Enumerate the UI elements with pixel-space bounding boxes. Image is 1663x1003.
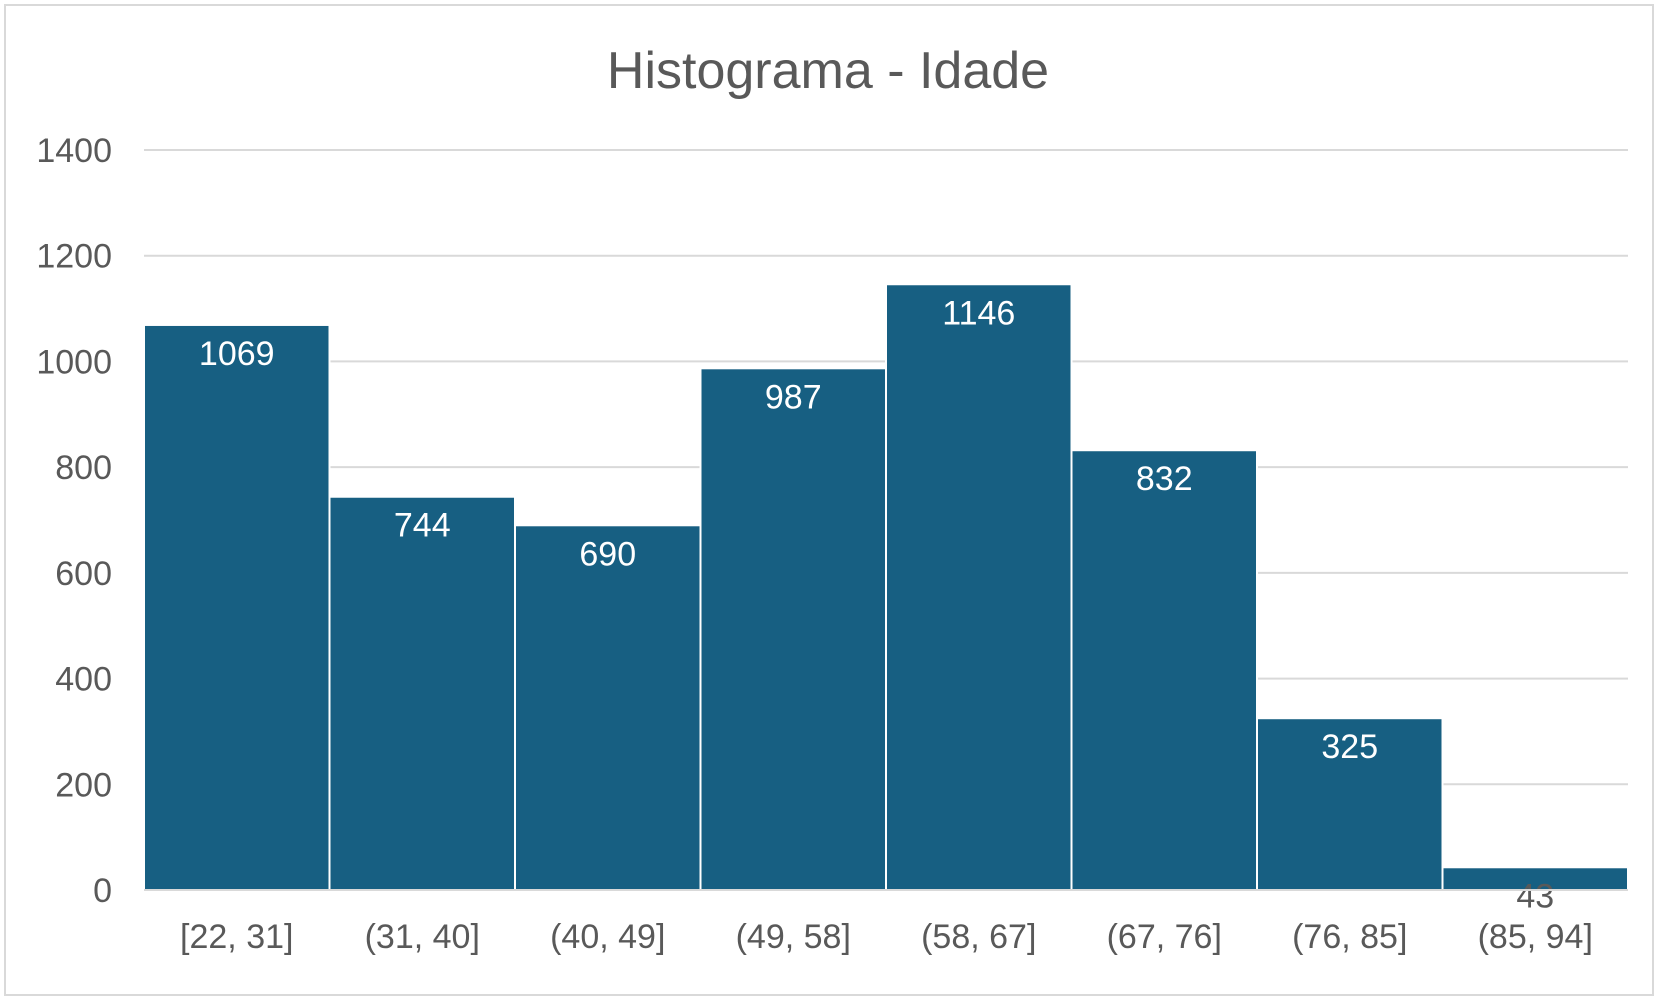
bar <box>699 367 887 891</box>
y-tick-label: 1400 <box>36 132 112 170</box>
data-label: 325 <box>1321 728 1378 766</box>
data-label: 1146 <box>942 294 1015 332</box>
x-tick-label: (40, 49] <box>550 918 665 956</box>
data-label: 1069 <box>199 335 275 373</box>
x-tick-label: (85, 94] <box>1478 918 1593 956</box>
bar <box>885 283 1073 891</box>
y-tick-label: 0 <box>93 872 112 910</box>
data-label: 690 <box>579 535 636 573</box>
bar <box>1070 449 1258 891</box>
data-label: 744 <box>394 507 451 545</box>
x-tick-label: (67, 76] <box>1107 918 1222 956</box>
bar <box>1256 717 1444 892</box>
x-tick-label: (76, 85] <box>1292 918 1407 956</box>
x-tick-label: [22, 31] <box>180 918 293 956</box>
y-tick-label: 200 <box>55 766 112 804</box>
x-tick-label: (49, 58] <box>736 918 851 956</box>
y-tick-label: 800 <box>55 449 112 487</box>
data-label: 987 <box>765 378 822 416</box>
y-tick-label: 600 <box>55 555 112 593</box>
bar <box>328 495 516 891</box>
chart-title: Histograma - Idade <box>607 42 1049 100</box>
y-tick-label: 1000 <box>36 343 112 381</box>
y-tick-label: 1200 <box>36 238 112 276</box>
bars <box>143 283 1629 892</box>
data-label: 43 <box>1516 877 1554 915</box>
data-labels: 1069 744 690 987 1146 832 325 43 <box>199 294 1554 915</box>
y-tick-label: 400 <box>55 661 112 699</box>
data-label: 832 <box>1136 460 1193 498</box>
bar <box>514 524 702 891</box>
x-axis-ticks: [22, 31] (31, 40] (40, 49] (49, 58] (58, 67]… <box>180 918 1593 956</box>
y-axis-ticks: 0 200 400 600 800 1000 1200 1400 <box>36 132 112 910</box>
x-tick-label: (31, 40] <box>365 918 480 956</box>
x-tick-label: (58, 67] <box>921 918 1036 956</box>
bar <box>143 323 331 891</box>
